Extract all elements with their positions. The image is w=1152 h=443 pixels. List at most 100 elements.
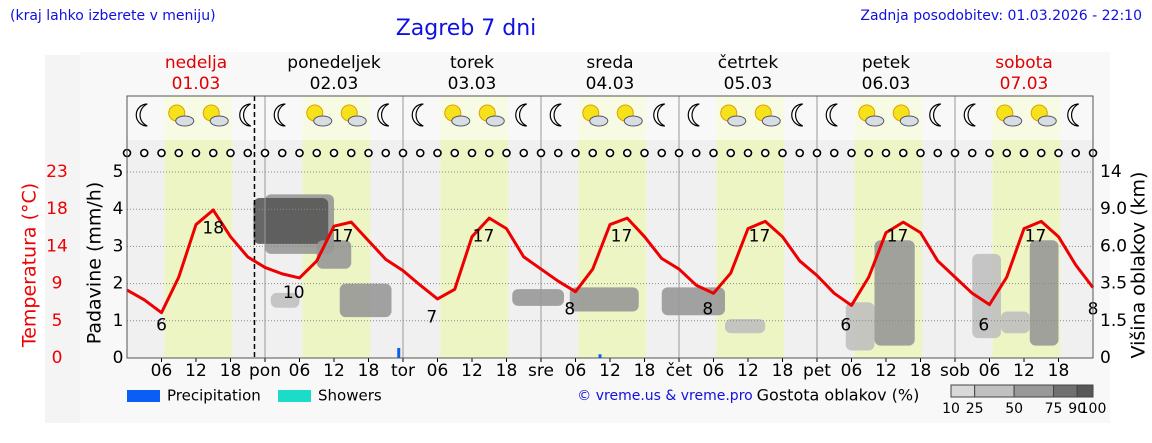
- wind-marker: [726, 148, 736, 158]
- x-tick-label: 12: [323, 361, 345, 381]
- x-tick-label: 12: [737, 361, 759, 381]
- moon-icon: [239, 103, 252, 127]
- temperature-tick-label: 9: [52, 274, 63, 294]
- moon-icon: [377, 103, 390, 127]
- x-tick-label: 12: [461, 361, 483, 381]
- cloud-legend-tick: 25: [966, 401, 984, 417]
- x-tick-label: 06: [565, 361, 587, 381]
- moon-icon: [653, 103, 666, 127]
- legend-swatch: [278, 390, 311, 402]
- y-tick-label: 5: [113, 162, 124, 182]
- x-tick-label: 18: [220, 361, 242, 381]
- x-tick-label: 06: [289, 361, 311, 381]
- wind-marker: [847, 148, 856, 158]
- temperature-label: 10: [283, 283, 305, 303]
- cloud-legend-tick: 100: [1080, 401, 1107, 417]
- day-name: sreda: [586, 53, 633, 73]
- wind-marker: [191, 148, 201, 158]
- y2-tick-label: 6.0: [1100, 236, 1127, 256]
- x-tick-label: pon: [249, 361, 281, 381]
- day-name: torek: [450, 53, 494, 73]
- cloud-legend-tick: 50: [1005, 401, 1023, 417]
- wind-marker: [674, 148, 684, 158]
- temperature-line: [126, 208, 1095, 315]
- wind-marker: [1036, 148, 1046, 158]
- wind-marker: [346, 148, 356, 158]
- cloud-legend-box: [1013, 384, 1055, 398]
- wind-marker: [484, 148, 494, 158]
- wind-marker: [398, 148, 408, 158]
- x-tick-label: 06: [979, 361, 1001, 381]
- y-tick-label: 3: [113, 236, 124, 256]
- legend-label: Showers: [318, 387, 382, 405]
- day-date: 06.03: [862, 74, 911, 94]
- x-tick-label: 18: [772, 361, 794, 381]
- credit: © vreme.us & vreme.pro: [577, 388, 752, 404]
- wind-marker: [881, 148, 891, 158]
- wind-marker: [967, 148, 977, 158]
- wind-marker: [916, 148, 925, 158]
- cloud-legend-label: Gostota oblakov (%): [757, 386, 920, 405]
- wind-marker: [812, 148, 822, 158]
- cloud-block: [725, 318, 766, 334]
- cloud-icon: [485, 115, 505, 127]
- wind-marker: [277, 148, 287, 158]
- cloud-block: [316, 240, 352, 269]
- wind-marker: [415, 148, 425, 158]
- cloud-block: [661, 287, 725, 316]
- wind-marker: [208, 148, 218, 158]
- x-tick-label: 18: [910, 361, 932, 381]
- y2-tick-label: 14: [1100, 162, 1122, 182]
- y2-tick-label: 0: [1100, 348, 1111, 368]
- day-name: sobota: [995, 53, 1053, 73]
- cloud-icon: [347, 115, 367, 127]
- wind-marker: [760, 148, 770, 158]
- cloud-block: [253, 198, 329, 244]
- y-tick-label: 4: [113, 199, 124, 219]
- x-tick-label: pet: [803, 361, 831, 381]
- cloud-block: [1001, 311, 1030, 334]
- wind-marker: [364, 148, 373, 158]
- cloud-icon: [727, 115, 747, 127]
- wind-marker: [795, 148, 805, 158]
- temperature-tick-label: 23: [46, 162, 68, 182]
- wind-marker: [640, 148, 649, 158]
- left-panel: [45, 55, 80, 423]
- day-date: 07.03: [1000, 74, 1049, 94]
- temperature-label: 18: [202, 218, 224, 238]
- temperature-tick-label: 18: [46, 199, 68, 219]
- day-date: 03.03: [448, 74, 497, 94]
- wind-marker: [139, 148, 149, 158]
- wind-marker: [898, 148, 908, 158]
- moon-icon: [687, 103, 700, 127]
- moon-icon: [825, 103, 838, 127]
- moon-icon: [411, 103, 424, 127]
- cloud-legend-tick: 10: [942, 401, 960, 417]
- x-tick-label: 06: [841, 361, 863, 381]
- cloud-block: [1029, 240, 1059, 346]
- wind-marker: [1019, 148, 1029, 158]
- wind-marker: [450, 148, 460, 158]
- wind-marker: [588, 148, 598, 158]
- x-tick-label: 18: [496, 361, 518, 381]
- x-tick-label: 18: [1048, 361, 1070, 381]
- cloud-legend-box: [1076, 384, 1094, 398]
- cloud-block: [874, 240, 915, 346]
- x-tick-label: 12: [875, 361, 897, 381]
- wind-marker: [381, 148, 391, 158]
- wind-marker: [778, 148, 787, 158]
- wind-marker: [657, 148, 667, 158]
- x-tick-label: 18: [634, 361, 656, 381]
- x-tick-label: 18: [358, 361, 380, 381]
- wind-marker: [295, 148, 304, 158]
- wind-marker: [243, 148, 253, 158]
- y-tick-label: 2: [113, 274, 124, 294]
- wind-marker: [605, 148, 615, 158]
- wind-marker: [864, 148, 874, 158]
- moon-icon: [929, 103, 942, 127]
- moon-icon: [791, 103, 804, 127]
- temperature-label: 8: [702, 299, 713, 319]
- x-tick-label: 06: [703, 361, 725, 381]
- wind-marker: [433, 148, 442, 158]
